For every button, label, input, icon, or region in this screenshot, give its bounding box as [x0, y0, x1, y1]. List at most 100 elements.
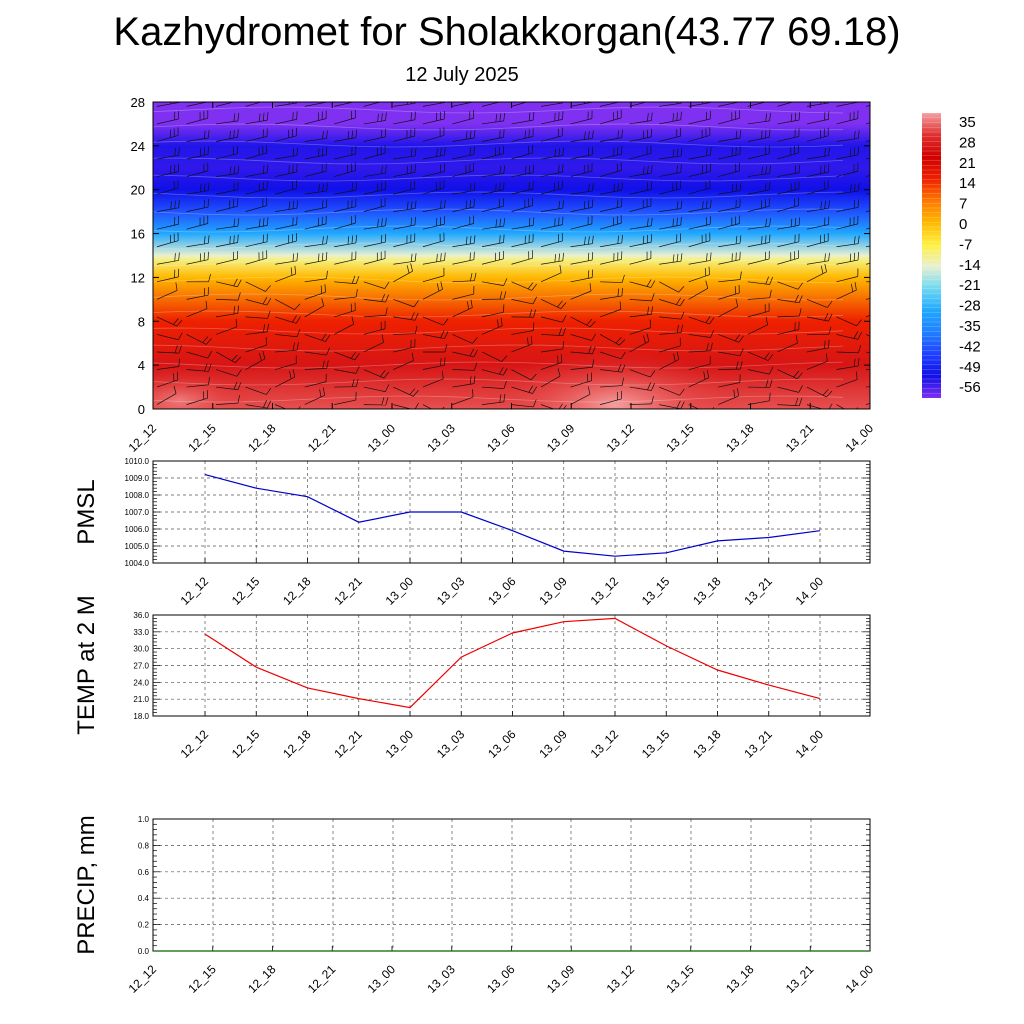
colorbar-label: 28	[959, 134, 976, 151]
series-line	[204, 474, 821, 557]
panel-2: 18.0 21.0 24.0 27.0 30.0 33.0 36.0 12_12 12_15 12…	[73, 595, 871, 761]
wind-barb-flag	[176, 371, 179, 380]
wind-barb-flag	[587, 200, 590, 209]
wind-barb-staff	[275, 363, 297, 370]
wind-barb-staff	[629, 102, 648, 107]
wind-barb-flag	[888, 130, 889, 138]
wind-barb-staff	[393, 404, 413, 409]
ytick-label: 0.0	[138, 947, 150, 956]
wind-barb-flag	[532, 296, 537, 305]
wind-barb-flag	[853, 147, 856, 156]
wind-barb-staff	[718, 279, 741, 283]
wind-barb-flag	[799, 398, 803, 406]
wind-barb	[511, 164, 535, 177]
wind-barb-flag	[678, 286, 685, 293]
wind-barb-flag	[442, 318, 449, 326]
panel-frame	[152, 818, 871, 952]
xtick-label: 12_15	[229, 574, 263, 608]
wind-barb-flag	[233, 218, 236, 227]
wind-barb-flag	[473, 349, 478, 358]
wind-barb-flag	[173, 373, 175, 382]
xtick-label: 12_12	[178, 574, 212, 608]
wind-barb-flag	[385, 307, 388, 316]
wind-barb-flag	[203, 183, 206, 192]
wind-barb	[245, 351, 266, 370]
wind-barb-flag	[205, 338, 212, 345]
wind-barb-flag	[798, 217, 801, 226]
heatmap-xtick-label: 13_00	[365, 421, 399, 455]
wind-barb-flag	[731, 183, 734, 192]
wind-barb	[304, 199, 328, 212]
wind-barb-flag	[474, 272, 477, 281]
wind-barb-flag	[170, 102, 172, 104]
wind-barb-flag	[233, 235, 235, 244]
wind-barb	[836, 102, 859, 107]
wind-barb-flag	[621, 129, 623, 138]
wind-barb-flag	[562, 315, 567, 323]
wind-barb-flag	[643, 335, 646, 344]
wind-barb	[334, 275, 360, 285]
wind-barb-flag	[322, 360, 325, 369]
wind-barb	[363, 281, 390, 289]
wind-barb	[600, 215, 622, 230]
wind-barb-flag	[414, 216, 416, 226]
wind-barb	[452, 130, 476, 142]
wind-barb	[481, 317, 503, 335]
wind-barb	[688, 330, 714, 338]
wind-barb-flag	[178, 252, 180, 261]
wind-barb-flag	[592, 346, 596, 355]
wind-barb-flag	[499, 394, 502, 403]
wind-barb	[245, 323, 269, 335]
wind-barb	[156, 316, 183, 327]
wind-barb	[747, 250, 770, 265]
wind-barb-flag	[409, 388, 416, 395]
wind-barb-flag	[617, 364, 622, 372]
wind-barb	[659, 200, 683, 212]
ytick-label: 1010.0	[125, 457, 150, 466]
wind-barb	[540, 403, 567, 409]
wind-barb	[511, 336, 533, 353]
wind-barb-staff	[245, 386, 267, 395]
wind-barb	[688, 356, 711, 370]
wind-barb-flag	[325, 146, 328, 155]
wind-barb	[777, 294, 803, 304]
wind-barb-flag	[294, 303, 301, 310]
wind-barb-staff	[304, 305, 324, 318]
wind-barb	[777, 197, 799, 212]
wind-barb-flag	[643, 166, 645, 175]
wind-barb	[245, 386, 272, 395]
wind-barb-flag	[321, 333, 327, 341]
wind-barb	[718, 146, 741, 160]
wind-barb-flag	[355, 289, 358, 298]
wind-barb	[452, 235, 476, 248]
wind-barb-staff	[452, 396, 474, 405]
wind-barb-flag	[765, 316, 768, 325]
wind-barb	[659, 128, 682, 142]
wind-barb-staff	[275, 334, 298, 338]
wind-barb-flag	[794, 112, 797, 121]
wind-barb-flag	[705, 280, 709, 289]
wind-barb	[629, 181, 652, 195]
wind-barb-flag	[559, 264, 562, 273]
wind-barb-flag	[288, 102, 290, 105]
wind-barb	[806, 339, 830, 353]
wind-barb-staff	[511, 404, 534, 408]
wind-barb-flag	[469, 183, 472, 192]
wind-barb-flag	[857, 199, 859, 208]
wind-barb-flag	[355, 234, 357, 243]
wind-barb	[570, 386, 591, 405]
wind-barb-flag	[672, 218, 674, 227]
wind-barb-flag	[651, 165, 653, 174]
wind-barb	[511, 281, 537, 291]
wind-barb	[777, 369, 803, 380]
wind-barb-flag	[853, 200, 856, 209]
wind-barb	[718, 199, 741, 212]
wind-barb	[777, 385, 803, 393]
wind-barb-flag	[857, 102, 859, 103]
wind-barb	[215, 318, 238, 335]
heatmap-xtick-label: 12_12	[126, 421, 160, 455]
wind-barb	[629, 369, 656, 378]
wind-barb-flag	[558, 253, 561, 262]
wind-barb	[511, 102, 529, 107]
wind-barb	[629, 165, 653, 177]
